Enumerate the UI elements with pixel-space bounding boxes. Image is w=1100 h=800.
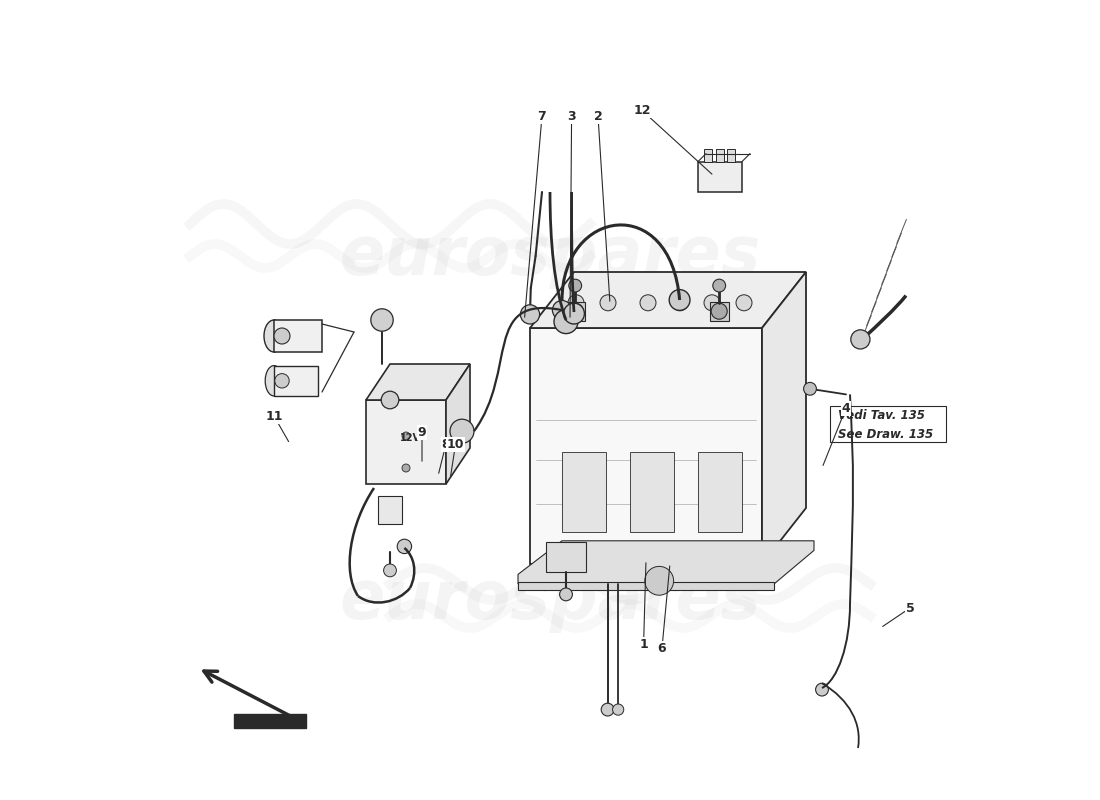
Bar — [546, 542, 586, 572]
Polygon shape — [366, 364, 470, 400]
Ellipse shape — [264, 320, 284, 352]
Text: 4: 4 — [842, 402, 850, 414]
Bar — [698, 452, 742, 532]
Text: 12: 12 — [634, 104, 651, 117]
Ellipse shape — [265, 366, 283, 396]
Text: See Draw. 135: See Draw. 135 — [838, 428, 933, 441]
Bar — [366, 400, 446, 484]
Text: 5: 5 — [905, 602, 914, 614]
Text: 9: 9 — [418, 426, 427, 438]
Circle shape — [815, 683, 828, 696]
Polygon shape — [518, 541, 814, 584]
Bar — [704, 149, 713, 162]
Circle shape — [402, 432, 410, 440]
Circle shape — [560, 588, 572, 601]
Circle shape — [712, 303, 727, 319]
Bar — [274, 320, 322, 352]
Text: 12V: 12V — [399, 433, 420, 442]
Bar — [698, 162, 742, 192]
Text: eurospares: eurospares — [339, 567, 761, 633]
Text: 10: 10 — [447, 438, 464, 450]
Circle shape — [450, 419, 474, 443]
Polygon shape — [234, 714, 306, 728]
Circle shape — [568, 295, 584, 311]
Bar — [562, 452, 606, 532]
Circle shape — [382, 391, 399, 409]
Text: 2: 2 — [594, 110, 603, 122]
Bar — [710, 302, 729, 321]
Circle shape — [704, 295, 720, 311]
Circle shape — [672, 295, 688, 311]
Circle shape — [402, 464, 410, 472]
Circle shape — [713, 279, 726, 292]
Circle shape — [850, 330, 870, 349]
Bar — [630, 452, 674, 532]
Bar — [727, 149, 735, 162]
Circle shape — [563, 303, 584, 324]
Circle shape — [602, 703, 614, 716]
Bar — [830, 406, 946, 442]
Circle shape — [804, 382, 816, 395]
Polygon shape — [762, 272, 806, 564]
Circle shape — [371, 309, 393, 331]
Polygon shape — [530, 272, 806, 328]
Circle shape — [669, 290, 690, 310]
Text: 3: 3 — [568, 110, 576, 122]
Text: 7: 7 — [538, 110, 547, 122]
Circle shape — [274, 328, 290, 344]
Circle shape — [736, 295, 752, 311]
Circle shape — [600, 295, 616, 311]
Circle shape — [397, 539, 411, 554]
Circle shape — [552, 301, 572, 320]
Circle shape — [384, 564, 396, 577]
Polygon shape — [446, 364, 470, 484]
Circle shape — [554, 310, 578, 334]
Text: 11: 11 — [265, 410, 283, 422]
Circle shape — [275, 374, 289, 388]
Circle shape — [645, 566, 673, 595]
Text: 1: 1 — [639, 638, 648, 650]
Bar — [530, 328, 762, 564]
Text: Vedi Tav. 135: Vedi Tav. 135 — [838, 410, 925, 422]
Circle shape — [520, 305, 540, 324]
Text: 8: 8 — [442, 438, 450, 450]
Bar — [565, 302, 585, 321]
Circle shape — [568, 303, 583, 319]
Circle shape — [613, 704, 624, 715]
Bar — [518, 582, 774, 590]
Text: 6: 6 — [658, 642, 667, 654]
Circle shape — [569, 279, 582, 292]
Bar — [716, 149, 724, 162]
Bar — [378, 496, 402, 524]
Text: eurospares: eurospares — [339, 223, 761, 289]
Circle shape — [640, 295, 656, 311]
Bar — [274, 366, 318, 396]
